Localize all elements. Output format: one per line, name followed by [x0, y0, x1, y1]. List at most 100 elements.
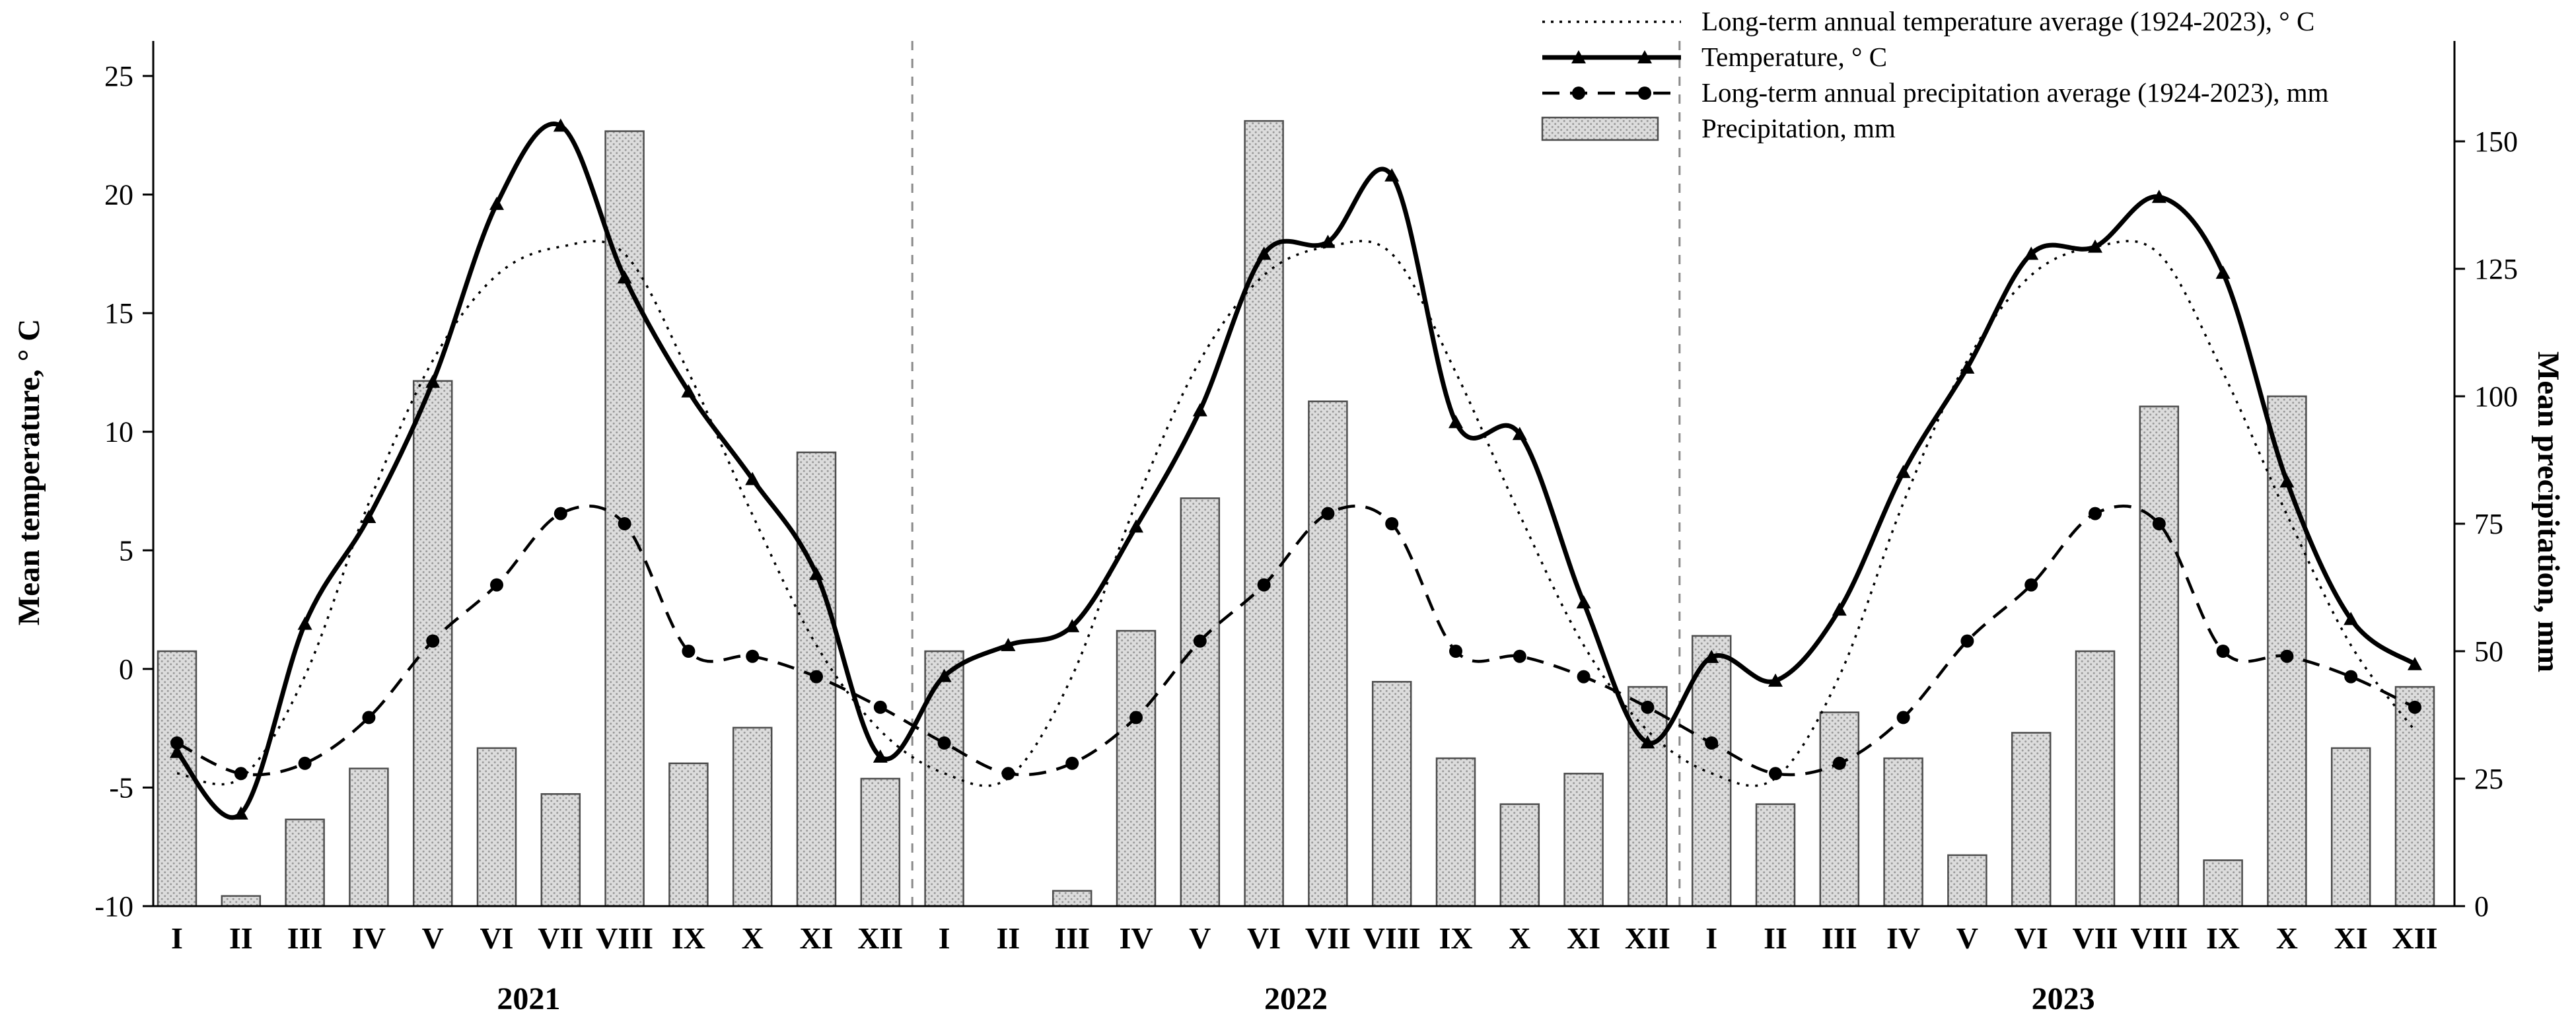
- precip-avg-marker: [1193, 634, 1207, 648]
- right-tick-label: 0: [2474, 890, 2489, 923]
- precip-avg-marker: [2280, 649, 2294, 663]
- left-tick-label: -5: [109, 771, 133, 804]
- temperature-marker: [1768, 673, 1783, 687]
- legend-item-precipitation: Precipitation, mm: [1539, 113, 2329, 144]
- longterm-precipitation-line: [176, 504, 2415, 777]
- month-label: V: [1189, 921, 1211, 955]
- temperature-marker: [1896, 464, 1911, 478]
- precip-avg-marker: [1513, 649, 1526, 663]
- precip-avg-marker: [937, 736, 951, 750]
- precip-bar: [1244, 120, 1284, 907]
- left-tick-label: 20: [104, 179, 133, 211]
- legend-item-longterm-precipitation: Long-term annual precipitation average (…: [1539, 77, 2329, 108]
- legend-item-temperature: Temperature, ° C: [1539, 42, 2329, 73]
- precip-avg-marker: [1257, 578, 1271, 592]
- precip-bar: [2394, 686, 2435, 907]
- month-label: VIII: [2130, 921, 2188, 955]
- year-label: 2023: [2032, 981, 2095, 1016]
- temperature-marker: [873, 749, 888, 763]
- month-label: VIII: [1363, 921, 1421, 955]
- precip-avg-marker: [234, 767, 248, 781]
- legend-label-longterm-precipitation: Long-term annual precipitation average (…: [1701, 77, 2329, 108]
- precip-avg-marker: [1577, 670, 1591, 684]
- temperature-marker: [1640, 735, 1655, 749]
- precip-avg-marker: [746, 649, 760, 663]
- precip-bar: [2203, 859, 2243, 907]
- precip-avg-marker: [1385, 517, 1399, 530]
- precip-avg-marker: [426, 634, 440, 648]
- legend-item-longterm-temperature: Long-term annual temperature average (19…: [1539, 6, 2329, 37]
- precip-bar: [349, 767, 389, 907]
- month-label: VIII: [596, 921, 653, 955]
- right-tick-label: 25: [2474, 763, 2503, 795]
- month-label: III: [1822, 921, 1857, 955]
- month-label: IX: [672, 921, 705, 955]
- precip-bar: [1180, 497, 1221, 907]
- chart-legend: Long-term annual temperature average (19…: [1539, 6, 2329, 144]
- precip-bar: [732, 726, 773, 907]
- month-label: VI: [2015, 921, 2048, 955]
- temperature-marker: [1129, 519, 1143, 533]
- temperature-marker: [1001, 637, 1016, 651]
- temperature-marker: [2279, 474, 2295, 488]
- precip-avg-marker: [810, 670, 823, 684]
- precip-avg-marker: [1321, 507, 1335, 520]
- right-tick-label: 150: [2474, 125, 2518, 158]
- precip-avg-marker: [1129, 711, 1143, 725]
- temperature-marker: [745, 472, 760, 485]
- dashed-line-sample: [1542, 87, 1681, 100]
- temperature-marker: [1256, 246, 1271, 260]
- month-label: V: [422, 921, 444, 955]
- precip-avg-marker: [2089, 507, 2102, 520]
- temperature-marker: [1384, 168, 1400, 182]
- temperature-marker: [2215, 266, 2231, 279]
- precip-avg-marker: [682, 645, 696, 658]
- temperature-marker: [1960, 360, 1975, 374]
- precip-avg-marker: [170, 736, 184, 750]
- left-tick-label: -10: [94, 890, 133, 923]
- dotted-line-sample: [1542, 20, 1681, 23]
- precip-bar: [2330, 747, 2371, 907]
- legend-label-temperature: Temperature, ° C: [1701, 42, 1888, 73]
- month-label: XI: [1567, 921, 1600, 955]
- precip-bar: [924, 650, 964, 907]
- month-label: IX: [1439, 921, 1472, 955]
- precip-bar: [2011, 732, 2052, 907]
- precip-bar: [540, 793, 581, 907]
- month-label: II: [996, 921, 1020, 955]
- month-label: VI: [1247, 921, 1281, 955]
- precip-bar: [285, 818, 325, 907]
- precip-bar: [2075, 650, 2116, 907]
- month-label: I: [171, 921, 183, 955]
- left-tick-label: 10: [104, 416, 133, 448]
- temperature-marker: [1576, 595, 1591, 609]
- temperature-marker: [1065, 619, 1080, 633]
- temperature-marker: [937, 668, 952, 682]
- month-label: XII: [1625, 921, 1670, 955]
- legend-label-longterm-temperature: Long-term annual temperature average (19…: [1701, 6, 2315, 37]
- month-label: XII: [2392, 921, 2437, 955]
- precip-avg-marker: [362, 711, 376, 725]
- temperature-marker: [809, 567, 824, 581]
- precip-avg-marker: [554, 507, 567, 520]
- precip-bar: [2139, 406, 2180, 907]
- precip-bar: [1116, 629, 1157, 907]
- month-label: V: [1956, 921, 1978, 955]
- year-label: 2022: [1264, 981, 1328, 1016]
- precip-bar: [1883, 757, 1923, 907]
- month-label: VI: [480, 921, 513, 955]
- temperature-markers: [170, 118, 2422, 820]
- temperature-marker: [297, 616, 312, 630]
- precip-avg-marker: [490, 578, 503, 592]
- temperature-marker: [1832, 602, 1847, 616]
- temperature-marker: [489, 196, 504, 210]
- precip-bar: [157, 650, 197, 907]
- month-label: II: [229, 921, 253, 955]
- temperature-marker: [1192, 403, 1207, 417]
- month-label: XI: [2334, 921, 2368, 955]
- precip-avg-marker: [1832, 756, 1846, 770]
- precip-bar: [668, 762, 709, 907]
- temperature-marker: [1449, 415, 1463, 429]
- precip-bar: [1052, 890, 1092, 907]
- precip-avg-marker: [1769, 767, 1782, 781]
